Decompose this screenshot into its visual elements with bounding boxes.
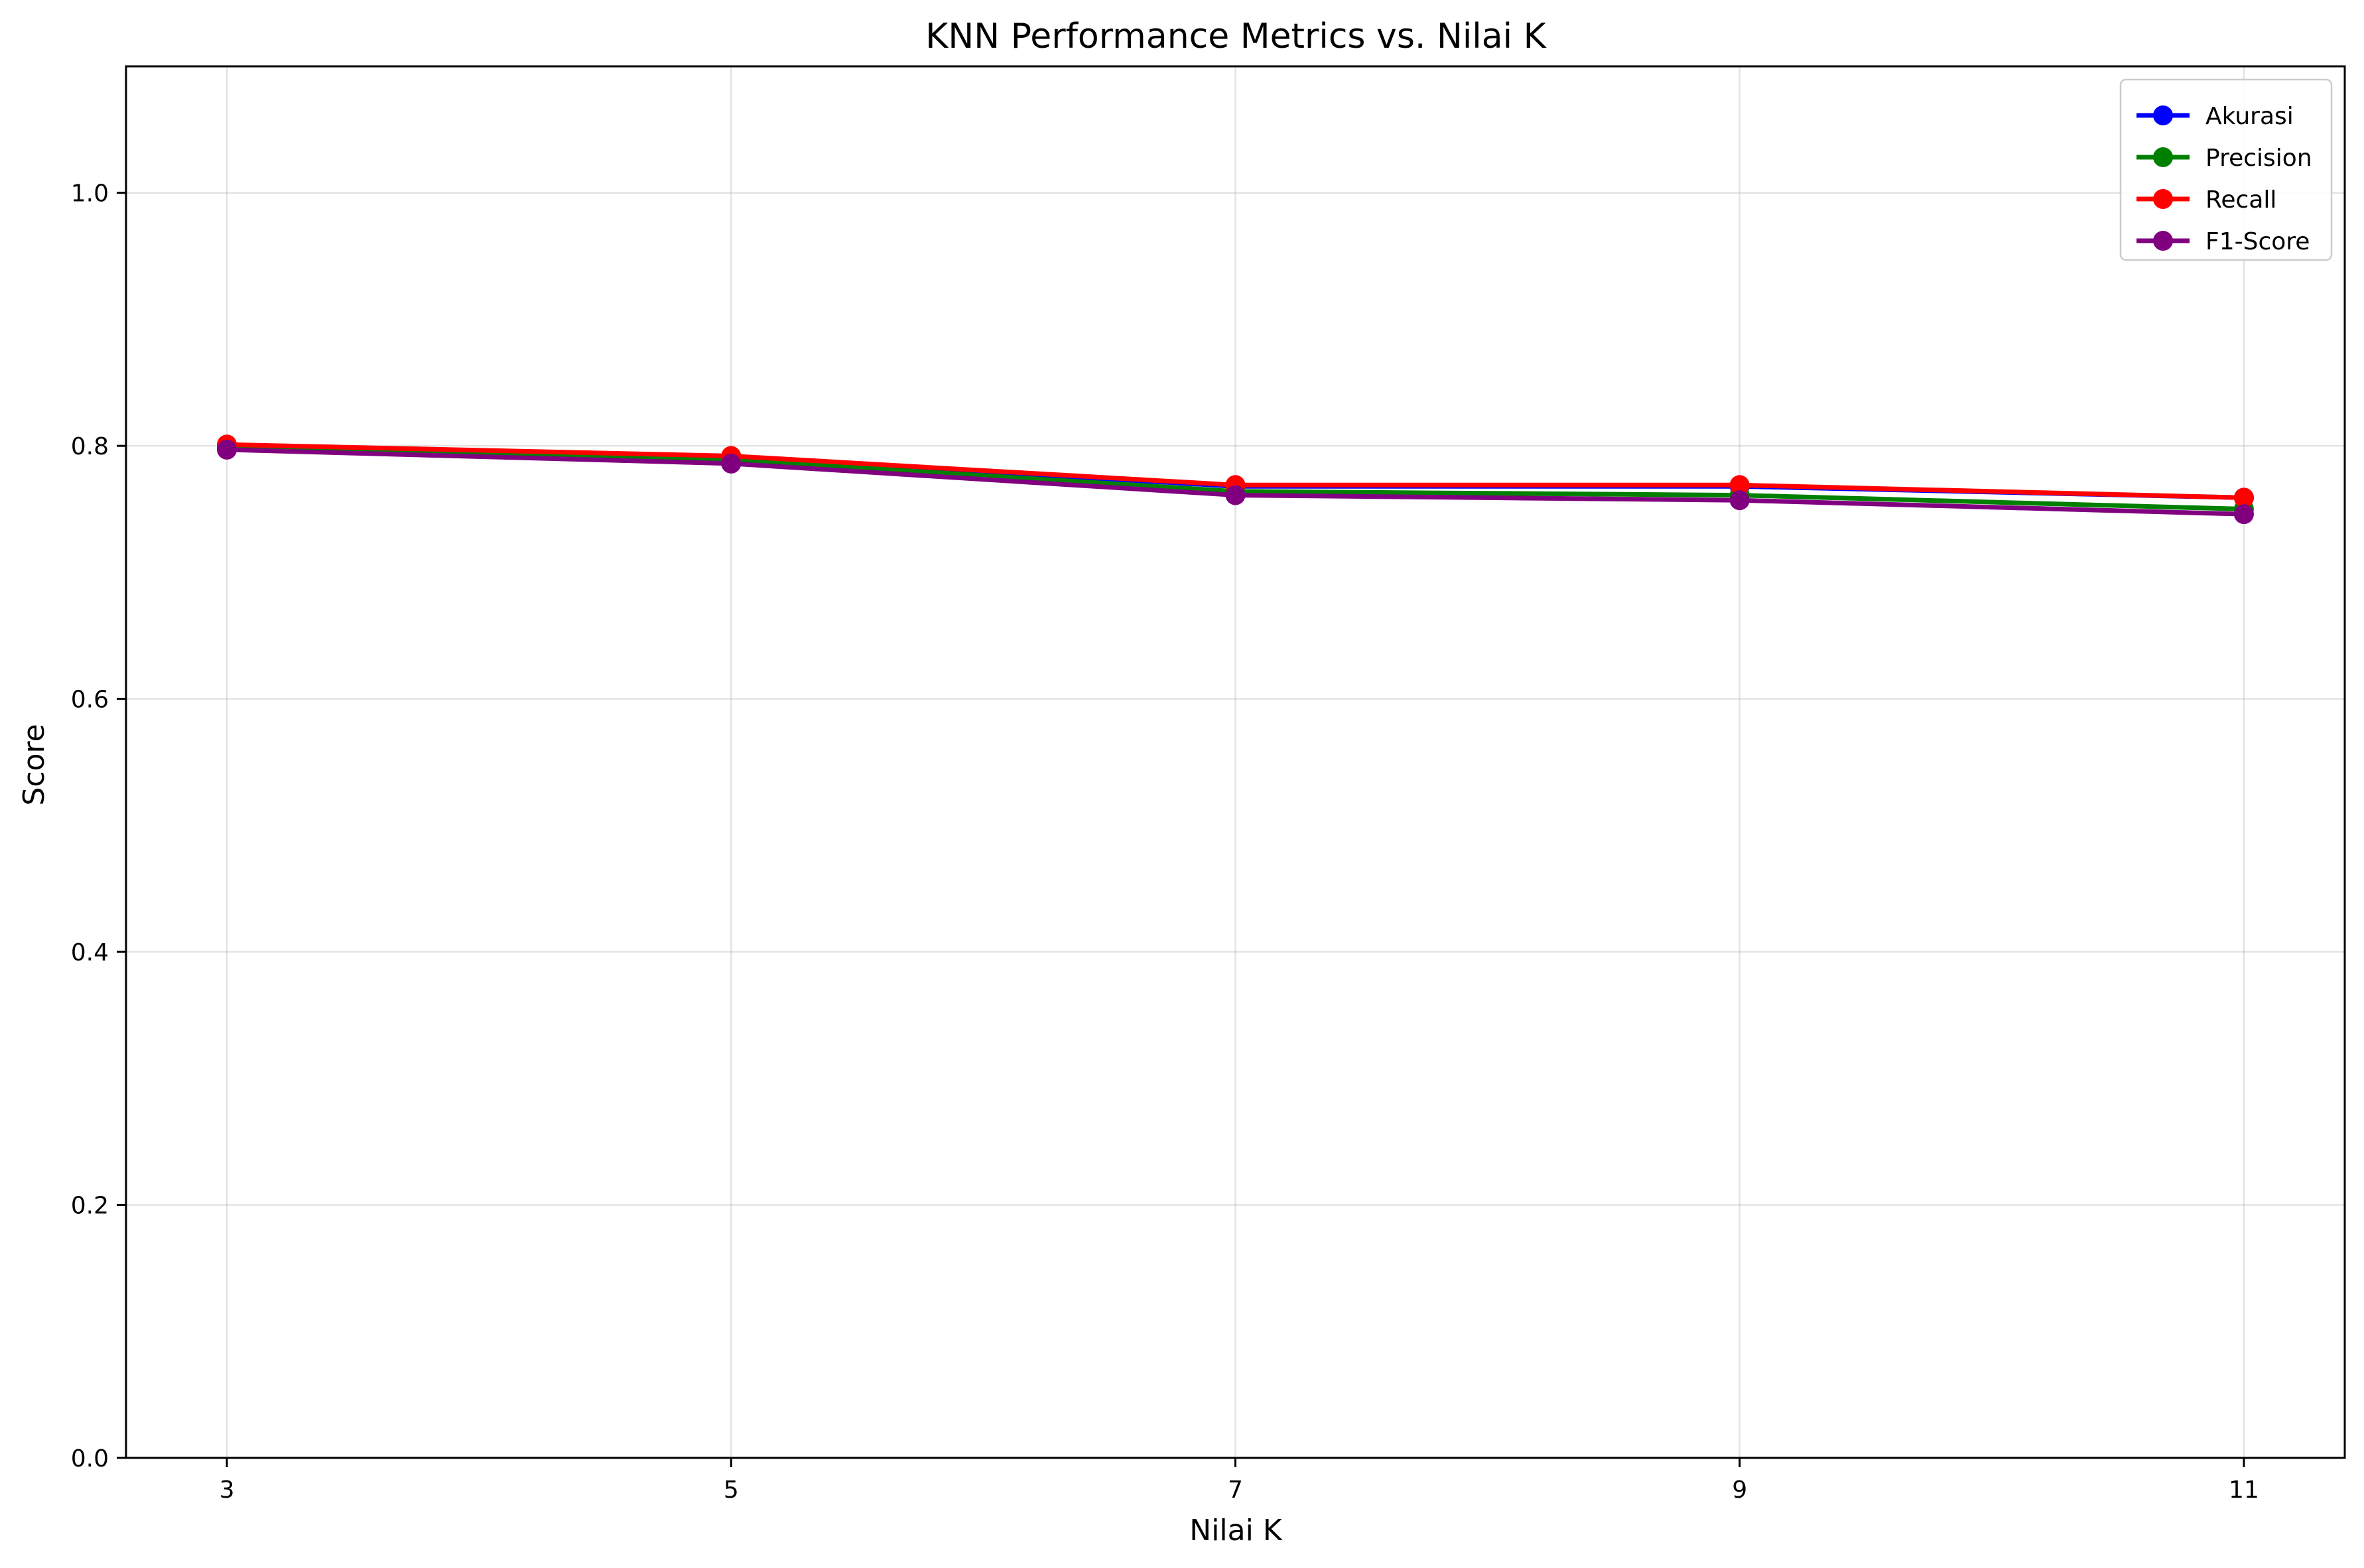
legend-label: F1-Score [2205,228,2310,255]
legend-swatch-marker [2153,189,2173,209]
data-point-f1-score [1225,485,1246,505]
legend: Akurasi Precision Recall F1-Score [2119,78,2333,261]
x-tick-label: 3 [220,1476,235,1504]
y-tick-label: 0.4 [71,939,109,966]
chart-title: KNN Performance Metrics vs. Nilai K [925,17,1547,56]
y-tick-label: 0.2 [71,1193,109,1220]
legend-swatch-marker [2153,147,2173,167]
x-tick-label: 9 [1732,1476,1747,1504]
legend-label: Precision [2205,145,2312,172]
x-axis-label: Nilai K [1189,1514,1283,1547]
y-tick-label: 0.8 [71,433,109,460]
data-point-recall [1729,475,1750,495]
legend-item-recall: Recall [2136,186,2276,214]
y-tick-label: 1.0 [71,180,109,208]
y-tick-label: 0.0 [71,1445,109,1472]
y-axis-label: Score [17,724,51,805]
data-point-f1-score [217,439,237,460]
legend-label: Akurasi [2205,103,2294,130]
legend-label: Recall [2205,186,2276,214]
x-tick-label: 7 [1228,1476,1243,1504]
axis-ticks: 3 5 7 9 11 0.0 0.2 0.4 0.6 0.8 1.0 [71,180,2259,1504]
data-point-recall [2233,488,2254,508]
y-tick-label: 0.6 [71,686,109,714]
x-tick-label: 11 [2229,1476,2259,1504]
series-layer [217,434,2254,525]
x-tick-label: 5 [724,1476,739,1504]
legend-swatch-marker [2153,231,2173,251]
series-f1-score [217,439,2254,525]
data-point-f1-score [721,453,742,474]
legend-swatch-marker [2153,105,2173,125]
data-point-f1-score [2233,504,2254,525]
data-point-f1-score [1729,490,1750,511]
legend-item-f1-score: F1-Score [2136,228,2310,255]
legend-item-precision: Precision [2136,145,2312,172]
legend-item-akurasi: Akurasi [2136,103,2294,130]
legend-box [2119,78,2333,261]
